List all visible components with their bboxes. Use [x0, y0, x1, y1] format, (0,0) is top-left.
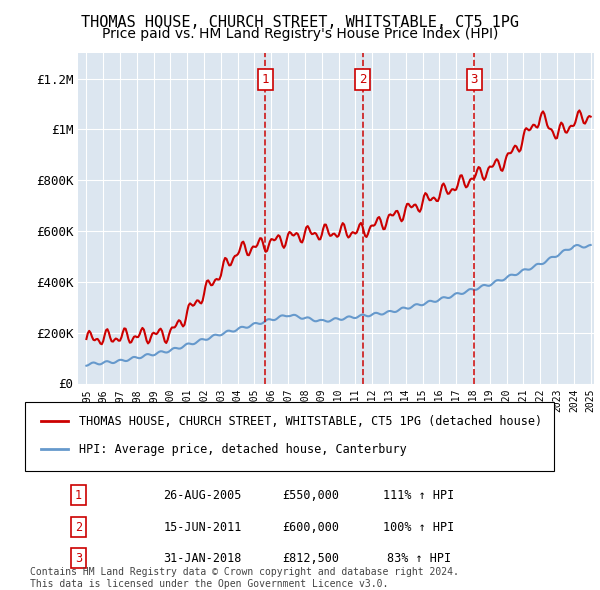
- Text: 31-JAN-2018: 31-JAN-2018: [164, 552, 242, 565]
- Text: £600,000: £600,000: [283, 521, 340, 534]
- Text: 111% ↑ HPI: 111% ↑ HPI: [383, 489, 454, 502]
- Text: 3: 3: [75, 552, 82, 565]
- Text: THOMAS HOUSE, CHURCH STREET, WHITSTABLE, CT5 1PG (detached house): THOMAS HOUSE, CHURCH STREET, WHITSTABLE,…: [79, 415, 542, 428]
- FancyBboxPatch shape: [25, 402, 554, 471]
- Text: 2: 2: [75, 521, 82, 534]
- Text: 100% ↑ HPI: 100% ↑ HPI: [383, 521, 454, 534]
- Text: Price paid vs. HM Land Registry's House Price Index (HPI): Price paid vs. HM Land Registry's House …: [102, 27, 498, 41]
- Text: 26-AUG-2005: 26-AUG-2005: [164, 489, 242, 502]
- Text: 2: 2: [359, 73, 367, 86]
- Text: £550,000: £550,000: [283, 489, 340, 502]
- Text: 1: 1: [75, 489, 82, 502]
- Text: THOMAS HOUSE, CHURCH STREET, WHITSTABLE, CT5 1PG: THOMAS HOUSE, CHURCH STREET, WHITSTABLE,…: [81, 15, 519, 30]
- Text: 83% ↑ HPI: 83% ↑ HPI: [387, 552, 451, 565]
- Text: £812,500: £812,500: [283, 552, 340, 565]
- Text: 3: 3: [470, 73, 478, 86]
- Text: 15-JUN-2011: 15-JUN-2011: [164, 521, 242, 534]
- Text: 1: 1: [262, 73, 269, 86]
- Text: Contains HM Land Registry data © Crown copyright and database right 2024.
This d: Contains HM Land Registry data © Crown c…: [30, 567, 459, 589]
- Text: HPI: Average price, detached house, Canterbury: HPI: Average price, detached house, Cant…: [79, 443, 406, 456]
